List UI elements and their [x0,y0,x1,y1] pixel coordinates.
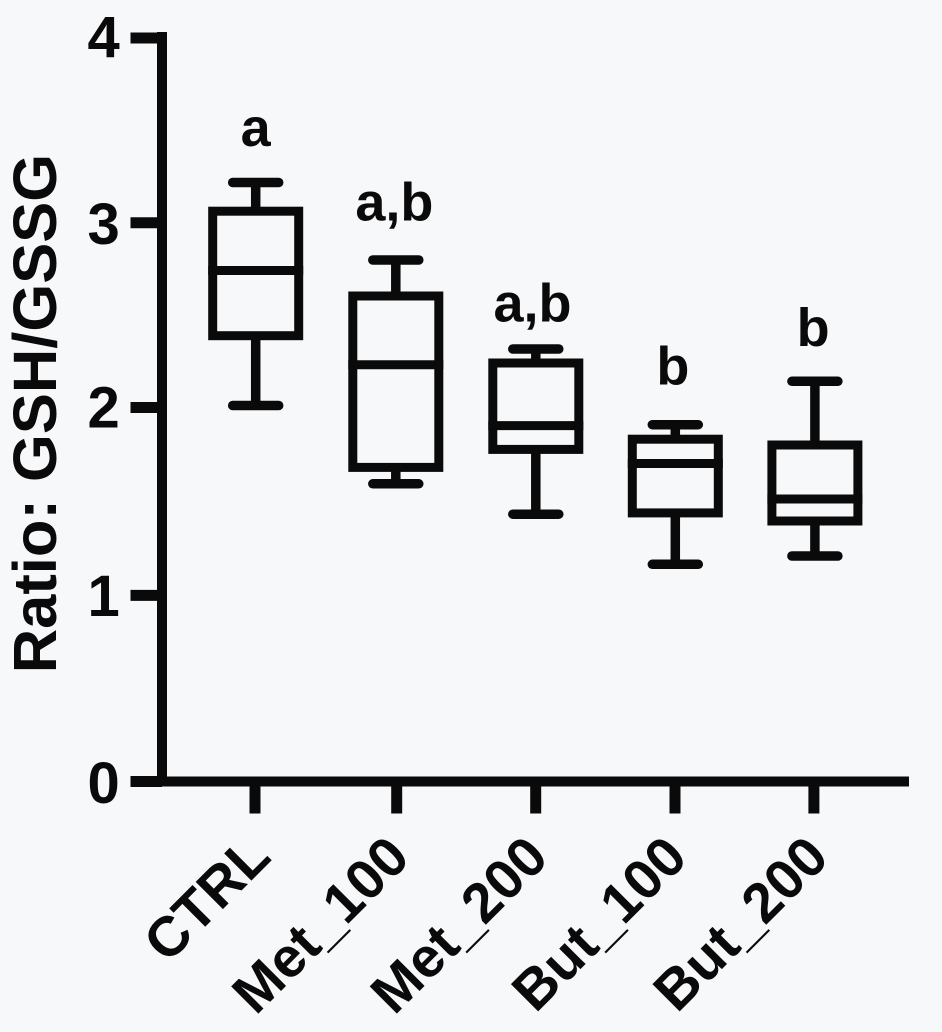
svg-text:0: 0 [88,751,120,816]
svg-text:b: b [656,337,689,397]
svg-text:b: b [797,298,830,358]
svg-text:1: 1 [88,564,120,629]
svg-text:2: 2 [88,375,120,440]
svg-text:a,b: a,b [493,274,571,334]
svg-text:Ratio: GSH/GSSG: Ratio: GSH/GSSG [1,154,70,673]
svg-text:4: 4 [88,5,120,70]
svg-text:a,b: a,b [355,173,433,233]
svg-text:a: a [241,98,272,158]
svg-text:3: 3 [88,192,120,257]
